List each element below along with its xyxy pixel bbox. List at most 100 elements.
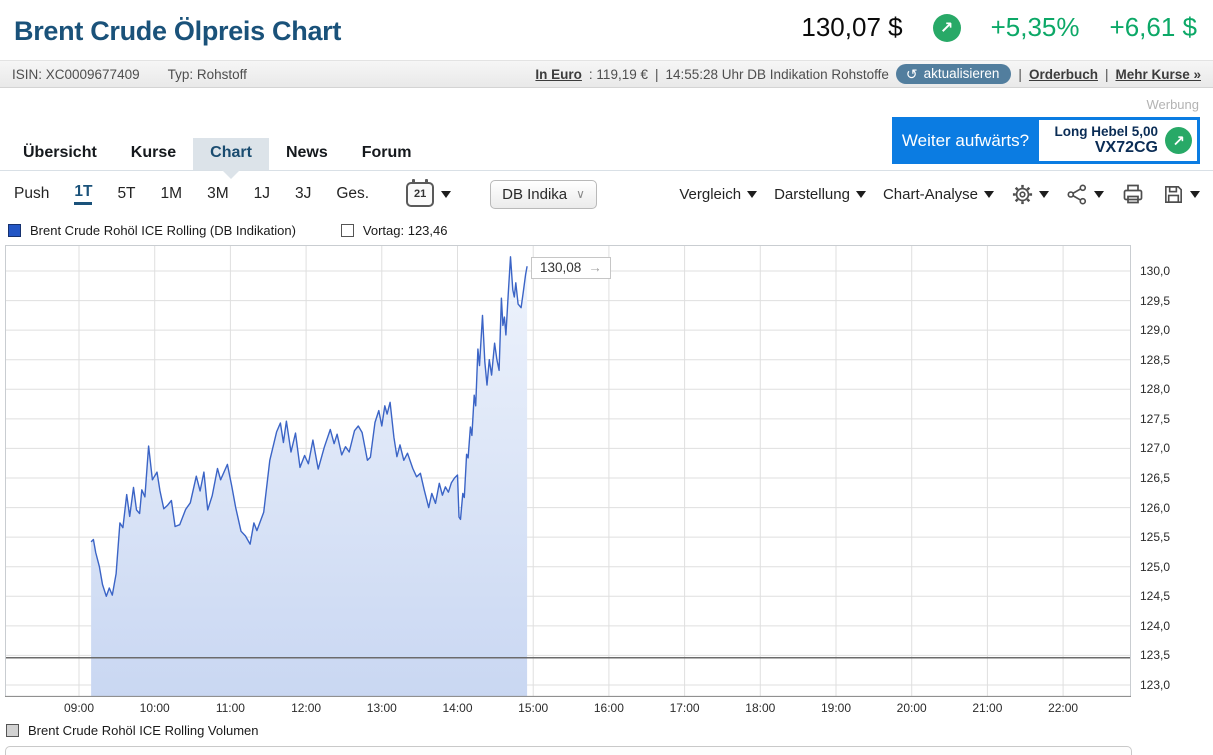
calendar-icon: 21 <box>406 178 435 207</box>
vergleich-menu[interactable]: Vergleich <box>679 186 758 203</box>
change-percent: +5,35% <box>990 12 1080 42</box>
gear-icon <box>1012 184 1033 204</box>
separator: | <box>1104 66 1109 82</box>
y-tick-label: 127,5 <box>1140 411 1171 426</box>
exchange-select[interactable]: DB Indika ∨ <box>490 179 597 209</box>
x-axis-labels: 09:00 10:00 11:00 12:00 13:00 14:00 15:00 16:00… <box>5 701 1131 717</box>
caret-down-icon <box>441 190 452 198</box>
last-price-tooltip: 130,08 → <box>531 257 611 279</box>
ad-question: Weiter aufwärts? <box>901 130 1030 150</box>
x-tick-label: 10:00 <box>139 701 170 715</box>
settings-button[interactable] <box>1011 183 1049 206</box>
save-button[interactable] <box>1162 183 1200 206</box>
x-tick-label: 16:00 <box>593 701 624 715</box>
tab-kurse[interactable]: Kurse <box>130 144 177 161</box>
push-toggle[interactable]: Push <box>14 185 50 202</box>
x-tick-label: 15:00 <box>518 701 549 715</box>
ad-product-box: Long Hebel 5,00 VX72CG ↗ <box>1039 120 1197 161</box>
chart-analyse-menu[interactable]: Chart-Analyse <box>883 186 994 203</box>
caret-down-icon <box>1190 190 1200 198</box>
ad-banner[interactable]: Weiter aufwärts? Long Hebel 5,00 VX72CG … <box>892 117 1200 164</box>
print-button[interactable] <box>1121 182 1145 206</box>
x-tick-label: 20:00 <box>896 701 927 715</box>
x-tick-label: 19:00 <box>820 701 852 715</box>
x-tick-label: 12:00 <box>291 701 322 715</box>
isin-value: ISIN: XC0009677409 <box>12 66 140 82</box>
y-tick-label: 123,5 <box>1140 648 1171 663</box>
volume-chart-panel <box>5 746 1132 755</box>
y-tick-label: 124,0 <box>1140 618 1171 633</box>
printer-icon <box>1123 184 1143 204</box>
x-tick-label: 13:00 <box>366 701 397 715</box>
y-tick-label: 129,5 <box>1140 293 1171 308</box>
x-tick-label: 09:00 <box>63 701 95 715</box>
caret-down-icon <box>747 190 758 198</box>
mehr-kurse-link[interactable]: Mehr Kurse » <box>1115 66 1201 82</box>
price-chart-canvas <box>5 245 1131 698</box>
chart-legend: Brent Crude Rohöl ICE Rolling (DB Indika… <box>8 223 447 238</box>
range-1j[interactable]: 1J <box>253 185 270 202</box>
caret-down-icon <box>1094 190 1104 198</box>
share-button[interactable] <box>1066 183 1104 206</box>
page-title: Brent Crude Ölpreis Chart <box>14 16 342 46</box>
prev-close-swatch <box>340 224 354 237</box>
y-tick-label: 128,5 <box>1140 352 1171 367</box>
werbung-label: Werbung <box>1146 97 1199 112</box>
tab-uebersicht[interactable]: Übersicht <box>23 144 97 161</box>
caret-down-icon <box>1039 190 1049 198</box>
series-swatch <box>8 224 21 237</box>
ad-trend-up-icon: ↗ <box>1165 127 1192 154</box>
quote-timestamp: 14:55:28 Uhr DB Indikation Rohstoffe <box>665 66 889 82</box>
range-1t[interactable]: 1T <box>74 183 93 205</box>
range-ges[interactable]: Ges. <box>336 185 370 202</box>
range-3j[interactable]: 3J <box>295 185 312 202</box>
type-value: Typ: Rohstoff <box>167 66 247 82</box>
y-tick-label: 129,0 <box>1140 323 1171 338</box>
y-tick-label: 130,0 <box>1140 264 1171 278</box>
ad-product-code: VX72CG <box>1094 139 1158 157</box>
ad-product-name: Long Hebel 5,00 <box>1054 123 1158 139</box>
range-1m[interactable]: 1M <box>160 185 183 202</box>
x-tick-label: 11:00 <box>215 701 245 715</box>
orderbuch-link[interactable]: Orderbuch <box>1028 66 1098 82</box>
chevron-down-icon: ∨ <box>576 187 585 201</box>
y-tick-label: 123,0 <box>1140 678 1171 692</box>
caret-down-icon <box>855 190 866 198</box>
x-tick-label: 18:00 <box>745 701 776 715</box>
volume-legend: Brent Crude Rohöl ICE Rolling Volumen <box>6 723 259 738</box>
tab-news[interactable]: News <box>285 144 328 161</box>
series-label: Brent Crude Rohöl ICE Rolling (DB Indika… <box>30 223 296 238</box>
tab-chart[interactable]: Chart <box>193 138 269 179</box>
x-tick-label: 21:00 <box>972 701 1003 715</box>
x-tick-label: 22:00 <box>1048 701 1079 715</box>
in-euro-link[interactable]: In Euro <box>535 66 582 82</box>
volume-swatch <box>6 724 19 737</box>
darstellung-menu[interactable]: Darstellung <box>774 186 866 203</box>
save-icon <box>1165 185 1182 203</box>
tooltip-arrow-icon: → <box>588 260 602 275</box>
trend-up-icon: ↗ <box>932 13 961 42</box>
y-tick-label: 127,0 <box>1140 441 1171 456</box>
price-chart[interactable]: 130,08 → <box>5 245 1131 698</box>
y-tick-label: 128,0 <box>1140 382 1171 397</box>
change-absolute: +6,61 $ <box>1109 12 1197 42</box>
volume-label: Brent Crude Rohöl ICE Rolling Volumen <box>28 723 259 738</box>
date-picker-button[interactable]: 21 <box>406 178 452 207</box>
caret-down-icon <box>984 190 994 198</box>
y-tick-label: 126,5 <box>1140 471 1171 485</box>
prev-close-label: Vortag: 123,46 <box>362 223 448 238</box>
info-bar: ISIN: XC0009677409 Typ: Rohstoff In Euro… <box>0 60 1213 88</box>
range-3m[interactable]: 3M <box>207 185 229 202</box>
range-5t[interactable]: 5T <box>117 185 136 202</box>
tab-bar: Übersicht Kurse Chart News Forum <box>0 138 1213 179</box>
euro-price: : 119,19 € <box>588 66 648 82</box>
x-tick-label: 14:00 <box>442 701 473 715</box>
y-tick-label: 125,5 <box>1140 530 1171 545</box>
tab-forum[interactable]: Forum <box>361 144 412 161</box>
x-tick-label: 17:00 <box>669 701 700 715</box>
active-tab-caret <box>222 170 241 179</box>
chart-toolbar: Push 1T 5T 1M 3M 1J 3J Ges. 21 DB Indika… <box>14 176 1200 212</box>
y-tick-label: 126,0 <box>1140 500 1171 515</box>
y-tick-label: 124,5 <box>1140 589 1171 604</box>
refresh-button[interactable]: ↺ aktualisieren <box>895 64 1012 84</box>
